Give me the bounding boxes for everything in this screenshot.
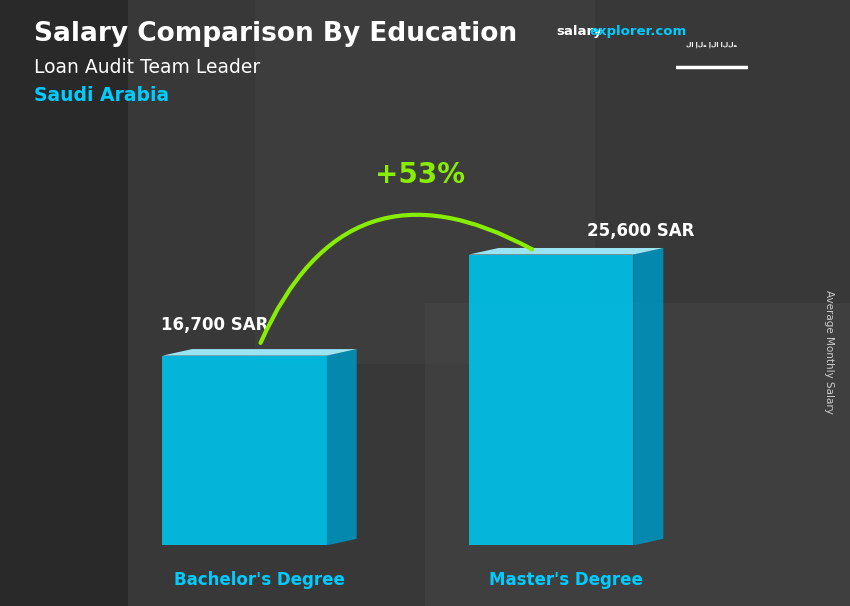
Text: explorer.com: explorer.com (589, 25, 686, 38)
Text: Bachelor's Degree: Bachelor's Degree (174, 571, 345, 589)
Polygon shape (633, 248, 663, 545)
Text: Loan Audit Team Leader: Loan Audit Team Leader (34, 58, 260, 76)
Bar (425, 303, 850, 606)
FancyArrowPatch shape (261, 215, 532, 343)
Text: salary: salary (557, 25, 603, 38)
Polygon shape (326, 349, 357, 545)
Polygon shape (162, 349, 357, 356)
Text: 25,600 SAR: 25,600 SAR (587, 222, 694, 240)
Text: Saudi Arabia: Saudi Arabia (34, 86, 169, 105)
FancyBboxPatch shape (469, 255, 633, 545)
Text: Average Monthly Salary: Average Monthly Salary (824, 290, 834, 413)
Text: 16,700 SAR: 16,700 SAR (161, 316, 269, 334)
Bar (255, 0, 595, 364)
Bar (0, 0, 128, 606)
FancyBboxPatch shape (162, 356, 326, 545)
Polygon shape (469, 248, 663, 255)
Text: Master's Degree: Master's Degree (489, 571, 643, 589)
Text: +53%: +53% (375, 161, 465, 188)
Text: لا إله إلا الله: لا إله إلا الله (686, 42, 738, 48)
Text: Salary Comparison By Education: Salary Comparison By Education (34, 21, 517, 47)
